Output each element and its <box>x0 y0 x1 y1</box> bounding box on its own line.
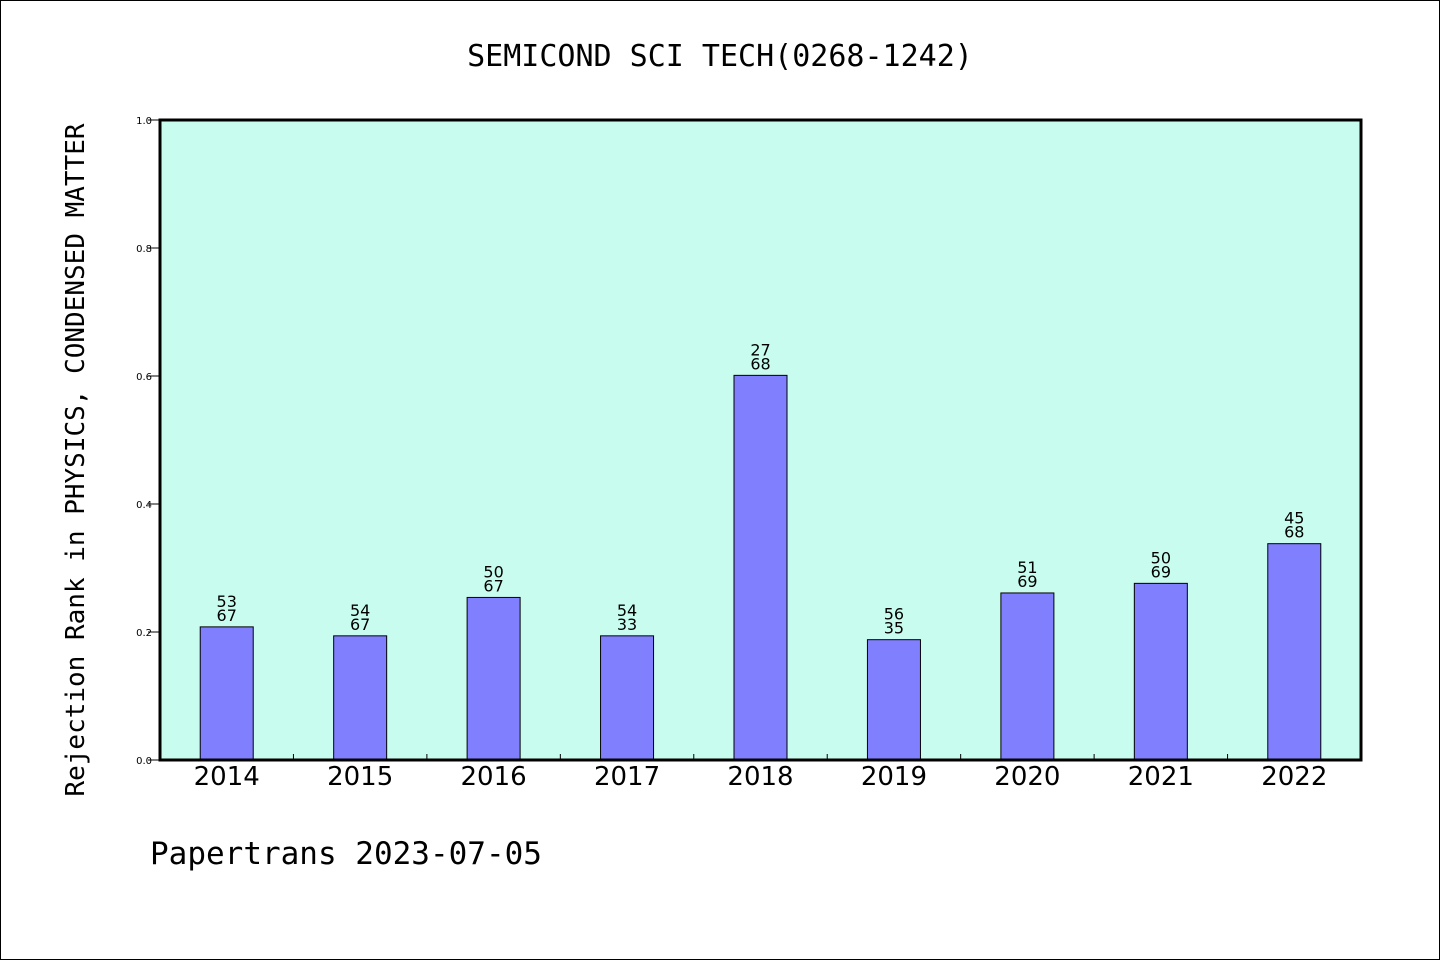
data-label-bottom: 33 <box>617 615 637 634</box>
x-tick-label: 2015 <box>327 762 393 792</box>
chart-title: SEMICOND SCI TECH(0268-1242) <box>467 39 973 74</box>
data-label-top: 54 <box>350 601 370 620</box>
y-tick-label: 1.0 <box>136 116 152 127</box>
x-tick-label: 2019 <box>861 762 927 792</box>
data-label-bottom: 35 <box>884 619 904 638</box>
data-label-bottom: 67 <box>217 606 237 625</box>
bar-2019 <box>866 639 921 761</box>
bar-2014 <box>199 626 254 761</box>
bar-2020 <box>1000 592 1055 761</box>
y-tick-label: 0.0 <box>136 756 152 767</box>
bar-2015 <box>333 635 388 761</box>
y-axis-label: Rejection Rank in PHYSICS, CONDENSED MAT… <box>61 123 91 796</box>
data-label-top: 54 <box>617 601 637 620</box>
data-label-top: 50 <box>483 562 503 581</box>
bar-2018 <box>733 374 788 761</box>
x-tick-label: 2017 <box>594 762 660 792</box>
data-label-bottom: 69 <box>1017 572 1037 591</box>
x-tick-label: 2016 <box>461 762 527 792</box>
data-label-bottom: 67 <box>350 615 370 634</box>
y-tick-label: 0.2 <box>136 628 152 639</box>
y-tick-label: 0.8 <box>136 244 152 255</box>
x-tick-label: 2021 <box>1128 762 1194 792</box>
x-tick-label: 2018 <box>727 762 793 792</box>
bar-2016 <box>466 596 521 761</box>
bar-2022 <box>1267 543 1322 761</box>
y-tick-label: 0.4 <box>136 500 152 511</box>
data-label-top: 53 <box>217 592 237 611</box>
data-label-top: 27 <box>750 340 770 359</box>
bar-2021 <box>1133 582 1188 761</box>
data-label-top: 45 <box>1284 509 1304 528</box>
data-label-top: 56 <box>884 605 904 624</box>
data-label-top: 50 <box>1151 548 1171 567</box>
plot-border <box>158 118 1363 762</box>
data-label-bottom: 68 <box>750 354 770 373</box>
bars-group <box>199 374 1322 761</box>
y-tick-label: 0.6 <box>136 372 152 383</box>
data-label-top: 51 <box>1017 558 1037 577</box>
x-tick-label: 2020 <box>994 762 1060 792</box>
footer-text: Papertrans 2023-07-05 <box>150 836 542 872</box>
data-label-bottom: 69 <box>1151 562 1171 581</box>
data-label-bottom: 67 <box>483 576 503 595</box>
x-tick-label: 2022 <box>1261 762 1327 792</box>
data-label-bottom: 68 <box>1284 523 1304 542</box>
ticks-group: 0.0 0.2 0.4 0.6 0.8 1.0 2014 2015 2016 2017 2018 20… <box>136 116 1327 792</box>
x-tick-label: 2014 <box>194 762 260 792</box>
bar-2017 <box>600 635 655 761</box>
